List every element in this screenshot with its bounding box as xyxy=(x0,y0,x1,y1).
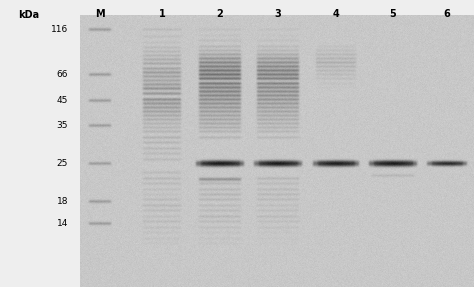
Text: 6: 6 xyxy=(444,9,450,19)
Text: 1: 1 xyxy=(159,9,165,19)
Text: 18: 18 xyxy=(56,197,68,206)
Text: 2: 2 xyxy=(217,9,223,19)
Text: kDa: kDa xyxy=(18,10,39,20)
Text: 35: 35 xyxy=(56,121,68,130)
Text: 116: 116 xyxy=(51,26,68,34)
Text: 14: 14 xyxy=(56,219,68,228)
Text: 25: 25 xyxy=(56,159,68,168)
Text: 3: 3 xyxy=(274,9,282,19)
Text: M: M xyxy=(95,9,105,19)
Text: 4: 4 xyxy=(333,9,339,19)
Text: 45: 45 xyxy=(56,96,68,105)
Text: 5: 5 xyxy=(390,9,396,19)
Text: 66: 66 xyxy=(56,70,68,79)
